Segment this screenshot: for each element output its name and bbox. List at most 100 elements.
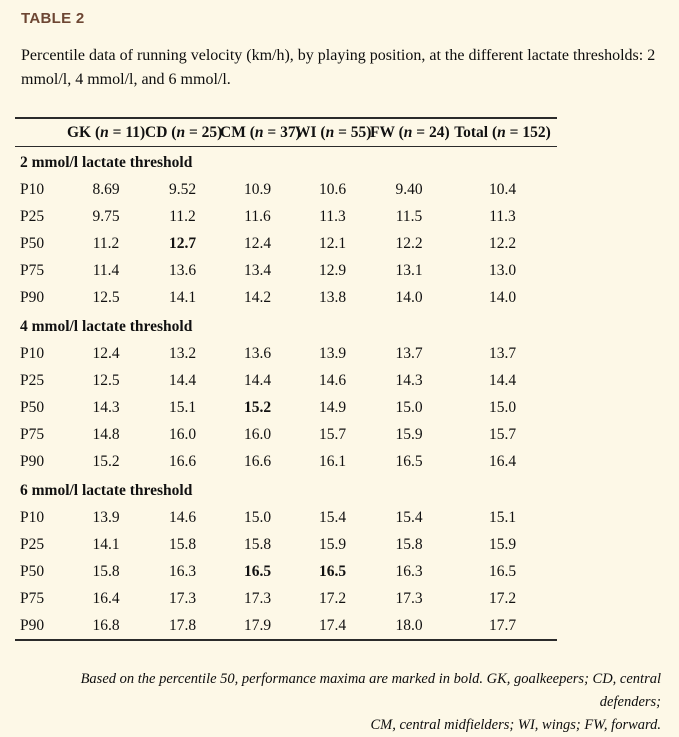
section-header: 4 mmol/l lactate threshold [20, 318, 193, 335]
value-cell: 11.3 [319, 208, 346, 225]
value-cell: 13.9 [318, 345, 347, 362]
value-cell: 12.9 [318, 262, 347, 279]
value-cell: 17.2 [488, 590, 517, 607]
value-cell: 16.8 [92, 617, 120, 634]
column-header-wi: WI (n = 55) [295, 118, 371, 147]
value-cell: 12.2 [395, 235, 423, 252]
value-cell: 17.3 [168, 590, 197, 607]
value-cell: 16.6 [168, 453, 197, 470]
value-cell: 13.6 [168, 262, 197, 279]
value-cell: 12.1 [318, 235, 347, 252]
value-cell: 17.3 [243, 590, 272, 607]
value-cell: 11.4 [92, 262, 120, 279]
value-cell: 9.52 [168, 181, 197, 198]
table-footnote: Based on the percentile 50, performance … [21, 668, 661, 737]
value-cell: 16.4 [488, 453, 517, 470]
percentile-label: P10 [20, 509, 45, 526]
value-cell: 17.9 [243, 617, 272, 634]
value-cell: 13.7 [488, 345, 517, 362]
value-cell: 14.4 [488, 372, 517, 389]
value-cell: 14.2 [243, 289, 272, 306]
value-cell: 10.4 [488, 181, 517, 198]
value-cell: 9.75 [92, 208, 120, 225]
table-row: P90 15.2 16.6 16.6 16.1 16.5 16.4 [15, 448, 557, 475]
value-cell: 15.2 [92, 453, 120, 470]
value-cell: 12.2 [488, 235, 517, 252]
value-cell: 16.5 [318, 563, 347, 580]
value-cell: 12.4 [243, 235, 272, 252]
value-cell: 14.4 [243, 372, 272, 389]
value-cell: 15.1 [488, 509, 517, 526]
value-cell: 15.0 [395, 399, 423, 416]
value-cell: 15.8 [168, 536, 197, 553]
value-cell: 16.5 [488, 563, 517, 580]
value-cell: 15.1 [168, 399, 197, 416]
table-row: P50 14.3 15.1 15.2 14.9 15.0 15.0 [15, 394, 557, 421]
value-cell: 16.3 [395, 563, 423, 580]
value-cell: 13.2 [168, 345, 197, 362]
percentile-label: P50 [20, 235, 45, 252]
table-row: P25 9.75 11.2 11.6 11.3 11.5 11.3 [15, 203, 557, 230]
value-cell: 13.6 [243, 345, 272, 362]
value-cell: 14.6 [168, 509, 197, 526]
value-cell: 15.4 [318, 509, 347, 526]
value-cell: 12.5 [92, 372, 120, 389]
value-cell: 15.0 [488, 399, 517, 416]
caption-line-1: Percentile data of running velocity (km/… [21, 47, 656, 64]
table-row: P10 13.9 14.6 15.0 15.4 15.4 15.1 [15, 504, 557, 531]
value-cell: 11.3 [489, 208, 516, 225]
value-cell: 14.8 [92, 426, 120, 443]
table-row: P25 14.1 15.8 15.8 15.9 15.8 15.9 [15, 531, 557, 558]
value-cell: 17.2 [318, 590, 347, 607]
value-cell: 15.9 [395, 426, 423, 443]
value-cell: 12.5 [92, 289, 120, 306]
value-cell: 16.5 [395, 453, 423, 470]
value-cell: 15.8 [395, 536, 423, 553]
footnote-line-2: CM, central midfielders; WI, wings; FW, … [370, 717, 661, 733]
table-row: P75 14.8 16.0 16.0 15.7 15.9 15.7 [15, 421, 557, 448]
value-cell: 16.0 [168, 426, 197, 443]
value-cell: 14.9 [318, 399, 347, 416]
column-header-cm: CM (n = 37) [220, 118, 301, 147]
value-cell: 11.6 [244, 208, 271, 225]
value-cell: 9.40 [395, 181, 423, 198]
value-cell: 15.7 [318, 426, 347, 443]
value-cell: 11.2 [92, 235, 120, 252]
footnote-line-1: Based on the percentile 50, performance … [80, 671, 661, 710]
value-cell: 15.7 [488, 426, 517, 443]
value-cell: 14.1 [92, 536, 120, 553]
percentile-table: GK (n = 11) CD (n = 25) CM (n = 37) WI (… [15, 117, 557, 641]
value-cell: 16.5 [243, 563, 272, 580]
table-row: P75 11.4 13.6 13.4 12.9 13.1 13.0 [15, 257, 557, 284]
table-row: P25 12.5 14.4 14.4 14.6 14.3 14.4 [15, 367, 557, 394]
percentile-label: P90 [20, 617, 45, 634]
value-cell: 16.0 [243, 426, 272, 443]
table-row: P75 16.4 17.3 17.3 17.2 17.3 17.2 [15, 585, 557, 612]
value-cell: 14.6 [318, 372, 347, 389]
value-cell: 11.2 [169, 208, 196, 225]
value-cell: 15.0 [243, 509, 272, 526]
column-header-total: Total (n = 152) [448, 118, 557, 147]
table-row: P90 16.8 17.8 17.9 17.4 18.0 17.7 [15, 612, 557, 640]
table-row: P10 8.69 9.52 10.9 10.6 9.40 10.4 [15, 176, 557, 203]
caption-line-2: mmol/l, 4 mmol/l, and 6 mmol/l. [21, 71, 231, 88]
value-cell: 15.2 [243, 399, 272, 416]
value-cell: 13.8 [318, 289, 347, 306]
table-row: P90 12.5 14.1 14.2 13.8 14.0 14.0 [15, 284, 557, 311]
value-cell: 14.4 [168, 372, 197, 389]
percentile-label: P25 [20, 536, 45, 553]
value-cell: 10.6 [318, 181, 347, 198]
value-cell: 17.8 [168, 617, 197, 634]
value-cell: 13.1 [395, 262, 423, 279]
value-cell: 17.7 [488, 617, 517, 634]
value-cell: 16.3 [168, 563, 197, 580]
value-cell: 18.0 [395, 617, 423, 634]
value-cell: 11.5 [395, 208, 423, 225]
value-cell: 16.6 [243, 453, 272, 470]
value-cell: 13.9 [92, 509, 120, 526]
percentile-label: P75 [20, 426, 45, 443]
value-cell: 12.4 [92, 345, 120, 362]
value-cell: 8.69 [92, 181, 120, 198]
section-header: 6 mmol/l lactate threshold [20, 482, 193, 499]
